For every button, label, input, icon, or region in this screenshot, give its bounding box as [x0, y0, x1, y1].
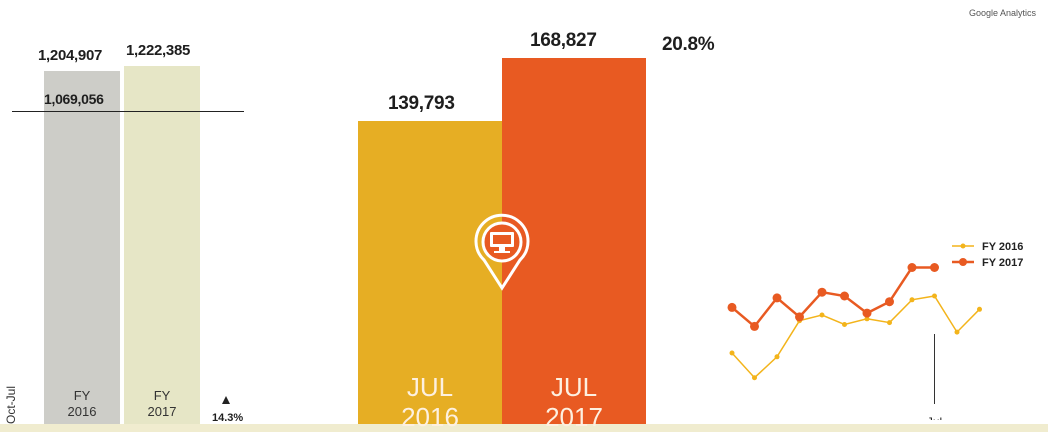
jul-bar: [502, 58, 646, 424]
series-point: [729, 350, 735, 356]
reference-line-label: 1,069,056: [44, 90, 104, 107]
series-point: [885, 297, 894, 307]
series-point: [795, 312, 804, 322]
series-point: [819, 312, 825, 318]
legend-marker: [960, 243, 966, 249]
jul-bar: [358, 120, 502, 424]
jul-bar-value-label: 139,793: [388, 92, 455, 114]
fy-bar-category-line: 2017: [147, 404, 177, 419]
series-point: [907, 263, 917, 272]
reference-line: [12, 110, 244, 112]
jul-bar-category-label: JUL 2017: [502, 372, 646, 432]
series-point: [772, 293, 782, 303]
fy-bar: [44, 71, 120, 424]
legend-label: FY 2017: [982, 257, 1023, 269]
series-point: [862, 308, 872, 318]
series-point: [932, 293, 937, 299]
fy-bar-category-label: FY 2016: [44, 388, 120, 420]
series-point: [750, 321, 759, 331]
legend-label: FY 2016: [982, 241, 1023, 253]
period-label: Oct-Jul: [4, 385, 18, 424]
fy-bar-category-line: 2016: [67, 404, 97, 419]
monthly-line-chart: Jul FY 2016 FY 2017: [727, 241, 1023, 420]
jul-bar-value-label: 168,827: [530, 30, 597, 51]
up-arrow-icon: [222, 396, 230, 404]
series-point: [954, 329, 960, 335]
series-point: [977, 306, 982, 312]
fy-bar-value-label: 1,204,907: [38, 47, 103, 65]
jul-bar-category-line: JUL: [550, 372, 598, 402]
series-line: [731, 295, 981, 379]
source-label: Google Analytics: [968, 8, 1036, 18]
series-point: [840, 291, 849, 301]
series-point: [727, 302, 737, 312]
series-point: [842, 322, 847, 327]
series-point: [864, 316, 870, 322]
jul-change-label: 20.8%: [662, 34, 715, 55]
series-point: [909, 297, 915, 303]
fy-change-label: 14.3%: [212, 412, 244, 424]
fy-bar-category-label: FY 2017: [124, 388, 200, 420]
jul-bar-category-line: 2017: [545, 402, 603, 432]
fy-bar-category-line: FY: [153, 388, 171, 403]
monitor-pin-icon: [474, 213, 530, 291]
jul-marker-label: Jul: [927, 415, 942, 420]
series-point: [930, 263, 939, 272]
jul-bar-category-line: JUL: [406, 372, 454, 402]
jul-bar-category-label: JUL 2016: [358, 372, 502, 432]
fy-bar-value-label: 1,222,385: [126, 42, 191, 59]
fy-bar-category-line: FY: [73, 388, 91, 403]
series-point: [887, 320, 892, 326]
legend-marker: [959, 258, 967, 266]
series-point: [774, 354, 780, 360]
fy-bar: [124, 66, 200, 424]
bottom-band: [0, 424, 1048, 432]
series-point: [817, 287, 827, 297]
series-point: [752, 375, 757, 381]
series-line: [731, 266, 935, 329]
jul-bar-category-line: 2016: [401, 402, 459, 432]
